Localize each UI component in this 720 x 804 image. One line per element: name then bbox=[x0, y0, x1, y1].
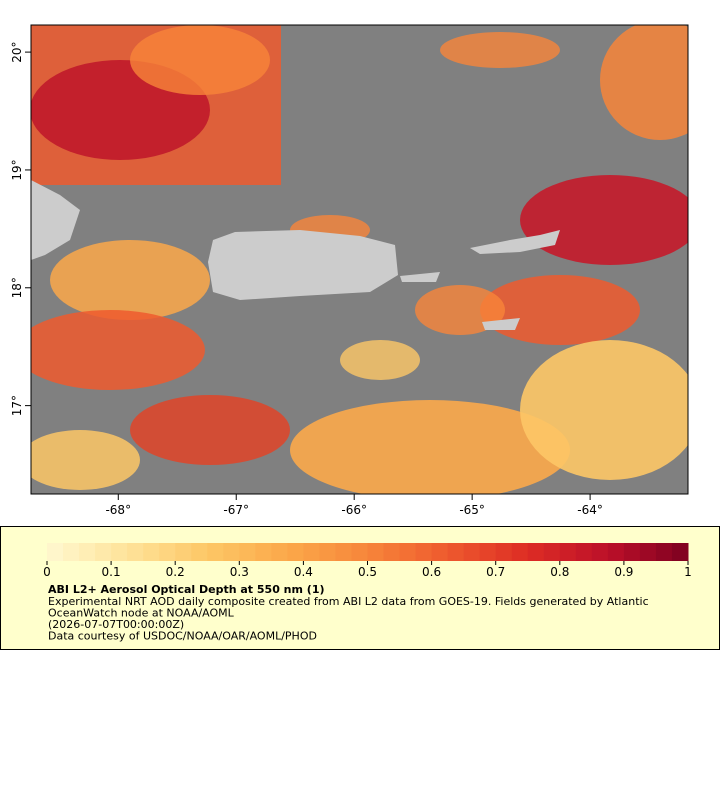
colorbar-tick-label: 1 bbox=[684, 565, 692, 579]
colorbar-swatch bbox=[447, 543, 465, 561]
colorbar-swatch bbox=[559, 543, 577, 561]
colorbar-swatch bbox=[319, 543, 336, 561]
colorbar-tick-label: 0 bbox=[43, 565, 51, 579]
colorbar-swatch bbox=[47, 543, 64, 561]
colorbar-tick-label: 0.9 bbox=[614, 565, 633, 579]
land bbox=[31, 180, 560, 330]
colorbar-swatch bbox=[655, 543, 673, 561]
colorbar-swatch bbox=[175, 543, 192, 561]
colorbar-tick-label: 0.2 bbox=[166, 565, 185, 579]
y-tick-label: 19° bbox=[10, 159, 24, 180]
colorbar-tick-label: 0.5 bbox=[358, 565, 377, 579]
x-tick-label: -67° bbox=[223, 503, 249, 517]
colorbar-swatch bbox=[399, 543, 417, 561]
y-tick-label: 20° bbox=[10, 41, 24, 62]
colorbar-tick-label: 0.8 bbox=[550, 565, 569, 579]
aod-field bbox=[31, 25, 688, 494]
colorbar-tick-label: 0.6 bbox=[422, 565, 441, 579]
colorbar-swatch bbox=[479, 543, 497, 561]
colorbar-swatch bbox=[255, 543, 272, 561]
caption-line: (2026-07-07T00:00:00Z) bbox=[48, 618, 184, 631]
colorbar-swatch bbox=[623, 543, 641, 561]
colorbar-tick-label: 0.3 bbox=[230, 565, 249, 579]
colorbar-swatch bbox=[415, 543, 433, 561]
colorbar-tick-label: 0.7 bbox=[486, 565, 505, 579]
colorbar-swatch bbox=[431, 543, 449, 561]
caption-title: ABI L2+ Aerosol Optical Depth at 550 nm … bbox=[48, 583, 325, 596]
x-tick-label: -64° bbox=[577, 503, 603, 517]
colorbar-swatch bbox=[127, 543, 144, 561]
colorbar-swatch bbox=[239, 543, 256, 561]
caption-line: OceanWatch node at NOAA/AOML bbox=[48, 607, 235, 620]
colorbar-swatch bbox=[607, 543, 625, 561]
colorbar-swatch bbox=[511, 543, 529, 561]
colorbar-swatch bbox=[575, 543, 593, 561]
colorbar-swatch bbox=[143, 543, 160, 561]
colorbar-swatch bbox=[351, 543, 368, 561]
colorbar-swatch bbox=[671, 543, 689, 561]
y-tick-label: 18° bbox=[10, 277, 24, 298]
colorbar-swatch bbox=[335, 543, 352, 561]
colorbar-swatch bbox=[527, 543, 545, 561]
colorbar-swatch bbox=[159, 543, 176, 561]
colorbar-swatch bbox=[383, 543, 401, 561]
caption-line: Experimental NRT AOD daily composite cre… bbox=[48, 595, 649, 608]
colorbar-swatch bbox=[111, 543, 128, 561]
x-tick-label: -68° bbox=[105, 503, 131, 517]
colorbar-swatch bbox=[207, 543, 224, 561]
map-frame bbox=[30, 24, 689, 495]
colorbar-tick-label: 0.1 bbox=[102, 565, 121, 579]
colorbar-swatch bbox=[223, 543, 240, 561]
x-tick-label: -66° bbox=[341, 503, 367, 517]
colorbar-swatch bbox=[191, 543, 208, 561]
colorbar-swatch bbox=[95, 543, 112, 561]
colorbar-swatch bbox=[543, 543, 561, 561]
colorbar-swatch bbox=[591, 543, 609, 561]
colorbar-swatch bbox=[63, 543, 80, 561]
colorbar-swatch bbox=[287, 543, 304, 561]
colorbar-swatch bbox=[495, 543, 513, 561]
y-tick-label: 17° bbox=[10, 395, 24, 416]
colorbar-swatch bbox=[367, 543, 385, 561]
colorbar-swatch bbox=[463, 543, 481, 561]
colorbar-swatch bbox=[303, 543, 320, 561]
colorbar-swatch bbox=[639, 543, 657, 561]
x-tick-label: -65° bbox=[459, 503, 485, 517]
colorbar-tick-label: 0.4 bbox=[294, 565, 313, 579]
colorbar-swatch bbox=[271, 543, 288, 561]
caption-line: Data courtesy of USDOC/NOAA/OAR/AOML/PHO… bbox=[48, 630, 317, 643]
colorbar-swatch bbox=[79, 543, 96, 561]
